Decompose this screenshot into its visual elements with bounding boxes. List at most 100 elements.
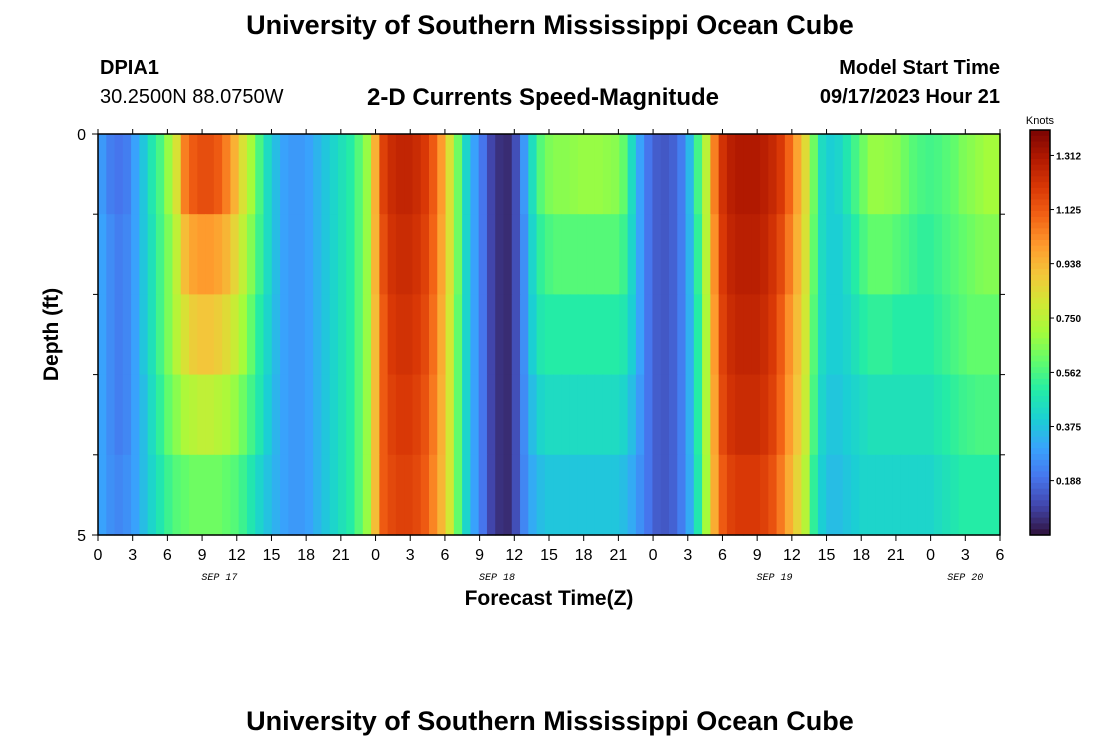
heatmap-cell bbox=[337, 294, 347, 376]
heatmap-cell bbox=[611, 454, 620, 536]
heatmap-cell bbox=[817, 214, 827, 295]
heatmap-cell bbox=[975, 134, 985, 215]
heatmap-cell bbox=[213, 134, 223, 215]
heatmap-cell bbox=[569, 134, 579, 215]
heatmap-cell bbox=[362, 454, 372, 536]
heatmap-cell bbox=[486, 374, 496, 456]
heatmap-cell bbox=[950, 454, 960, 536]
heatmap-cell bbox=[180, 454, 190, 536]
heatmap-cell bbox=[561, 454, 571, 536]
heatmap-cell bbox=[329, 134, 339, 215]
heatmap-cell bbox=[991, 374, 1001, 456]
x-tick-label: 9 bbox=[198, 547, 207, 564]
heatmap-cell bbox=[371, 454, 380, 536]
heatmap-cell bbox=[735, 374, 745, 456]
heatmap-cell bbox=[983, 134, 993, 215]
heatmap-cell bbox=[875, 214, 885, 295]
heatmap-cell bbox=[412, 374, 422, 456]
heatmap-cell bbox=[445, 374, 455, 456]
heatmap-cell bbox=[147, 454, 157, 536]
colorbar-segment bbox=[1030, 228, 1050, 235]
heatmap-cell bbox=[114, 134, 124, 215]
heatmap-cell bbox=[553, 214, 563, 295]
heatmap-cell bbox=[958, 374, 968, 456]
heatmap-cell bbox=[395, 214, 405, 295]
colorbar-segment bbox=[1030, 245, 1050, 253]
heatmap-cell bbox=[942, 294, 951, 376]
heatmap-cell bbox=[760, 454, 769, 536]
heatmap-cell bbox=[329, 374, 339, 456]
heatmap-cell bbox=[222, 454, 232, 536]
colorbar-frame bbox=[1029, 129, 1051, 536]
heatmap-cell bbox=[553, 294, 563, 376]
station-id: DPIA1 bbox=[100, 57, 159, 79]
heatmap-cell bbox=[875, 454, 885, 536]
heatmap-cell bbox=[668, 294, 678, 376]
heatmap-cell bbox=[486, 214, 496, 295]
heatmap-cell bbox=[395, 374, 405, 456]
heatmap-cell bbox=[486, 294, 496, 376]
x-tick-label: 18 bbox=[297, 547, 315, 564]
x-tick-label: 6 bbox=[718, 547, 727, 564]
heatmap-cell bbox=[147, 134, 157, 215]
heatmap-cell bbox=[726, 294, 736, 376]
heatmap-cell bbox=[966, 454, 976, 536]
colorbar-segment bbox=[1030, 315, 1050, 322]
heatmap-cell bbox=[164, 294, 174, 376]
heatmap-cell bbox=[619, 294, 629, 376]
heatmap-cell bbox=[495, 374, 505, 456]
heatmap-cell bbox=[429, 454, 438, 536]
colorbar-segment bbox=[1030, 164, 1050, 172]
heatmap-cell bbox=[238, 374, 248, 456]
colorbar-segment bbox=[1030, 309, 1050, 316]
heatmap-cell bbox=[354, 374, 364, 456]
heatmap-cell bbox=[536, 294, 546, 376]
heatmap-cell bbox=[238, 214, 248, 295]
heatmap-cell bbox=[677, 294, 687, 376]
heatmap-cell bbox=[379, 454, 389, 536]
heatmap-cell bbox=[743, 454, 753, 536]
x-tick-label: 6 bbox=[440, 547, 449, 564]
heatmap-cell bbox=[644, 374, 654, 456]
heatmap-cell bbox=[784, 454, 794, 536]
heatmap-cell bbox=[710, 454, 720, 536]
heatmap-cell bbox=[602, 214, 612, 295]
chart-subtitle: 2-D Currents Speed-Magnitude bbox=[367, 84, 720, 111]
heatmap-cell bbox=[975, 374, 985, 456]
heatmap-cell bbox=[917, 214, 927, 295]
heatmap-cell bbox=[321, 454, 331, 536]
heatmap-cell bbox=[263, 454, 273, 536]
heatmap-cell bbox=[238, 134, 248, 215]
heatmap-cell bbox=[859, 454, 869, 536]
heatmap-cell bbox=[991, 214, 1001, 295]
x-tick-label: 18 bbox=[852, 547, 870, 564]
heatmap-cell bbox=[412, 454, 422, 536]
heatmap-cell bbox=[155, 214, 165, 295]
heatmap-cell bbox=[677, 454, 687, 536]
heatmap-cell bbox=[222, 374, 232, 456]
heatmap-cell bbox=[975, 454, 985, 536]
heatmap-cell bbox=[371, 374, 380, 456]
heatmap-cell bbox=[544, 134, 554, 215]
colorbar-segment bbox=[1030, 199, 1050, 206]
heatmap-cell bbox=[817, 294, 827, 376]
heatmap-cell bbox=[131, 214, 140, 295]
heatmap-cell bbox=[743, 134, 753, 215]
heatmap-cell bbox=[155, 374, 165, 456]
heatmap-cell bbox=[404, 374, 414, 456]
heatmap-cell bbox=[346, 454, 356, 536]
heatmap-cell bbox=[114, 214, 124, 295]
heatmap-cell bbox=[710, 374, 720, 456]
heatmap-cell bbox=[271, 374, 281, 456]
colorbar-segment bbox=[1030, 448, 1050, 455]
heatmap-cell bbox=[619, 374, 629, 456]
heatmap-cell bbox=[429, 294, 438, 376]
heatmap-cell bbox=[354, 134, 364, 215]
heatmap-cell bbox=[776, 374, 786, 456]
heatmap-cell bbox=[255, 454, 265, 536]
x-tick-label: 15 bbox=[540, 547, 558, 564]
heatmap-cell bbox=[975, 294, 985, 376]
heatmap-cell bbox=[677, 134, 687, 215]
colorbar-segment bbox=[1030, 170, 1050, 177]
colorbar-segment bbox=[1030, 401, 1050, 409]
